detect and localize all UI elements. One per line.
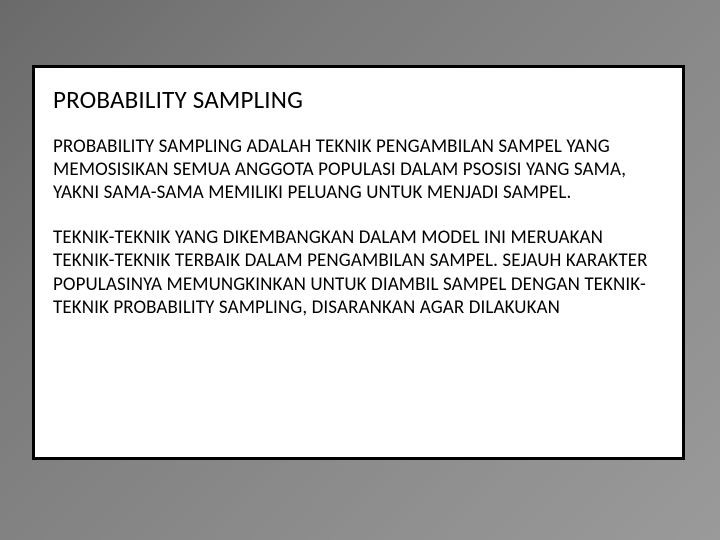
- body-paragraph-1: PROBABILITY SAMPLING ADALAH TEKNIK PENGA…: [53, 135, 664, 205]
- slide-title: PROBABILITY SAMPLING: [53, 86, 664, 115]
- content-box: PROBABILITY SAMPLING PROBABILITY SAMPLIN…: [32, 65, 685, 460]
- body-paragraph-2: TEKNIK-TEKNIK YANG DIKEMBANGKAN DALAM MO…: [53, 226, 664, 319]
